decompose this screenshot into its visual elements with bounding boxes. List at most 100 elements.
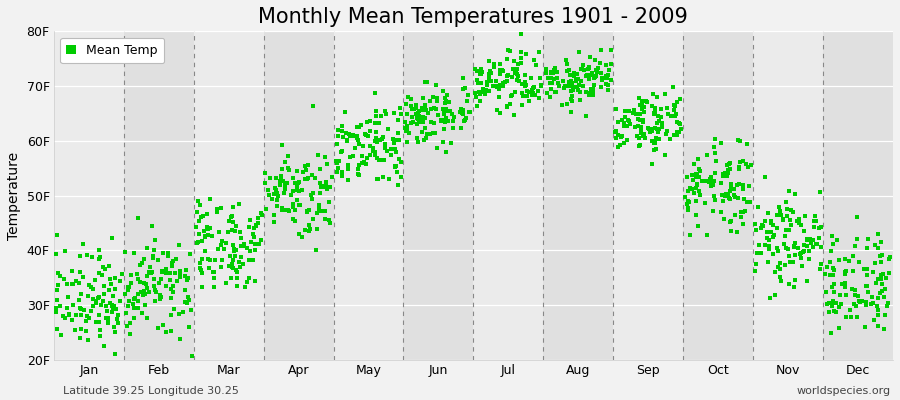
Point — [652, 136, 667, 142]
Point — [102, 263, 116, 269]
Point — [798, 213, 813, 219]
Point — [50, 270, 65, 276]
Point — [572, 89, 587, 95]
Point — [262, 192, 276, 199]
Point — [690, 155, 705, 162]
Point — [147, 275, 161, 282]
Point — [265, 196, 279, 202]
Point — [569, 76, 583, 83]
Point — [346, 132, 360, 138]
Point — [324, 174, 338, 180]
Point — [864, 294, 878, 300]
Point — [788, 244, 802, 250]
Point — [418, 106, 433, 113]
Point — [837, 280, 851, 286]
Point — [92, 247, 106, 254]
Point — [654, 120, 669, 126]
Point — [685, 186, 699, 192]
Point — [575, 62, 590, 68]
Point — [439, 106, 454, 112]
Point — [681, 198, 696, 204]
Point — [585, 70, 599, 76]
Point — [428, 105, 442, 111]
Point — [820, 264, 834, 270]
Point — [287, 207, 302, 213]
Point — [505, 74, 519, 80]
Point — [86, 285, 101, 292]
Point — [230, 282, 245, 289]
Point — [50, 297, 64, 303]
Point — [427, 130, 441, 136]
Point — [650, 94, 664, 100]
Point — [415, 128, 429, 135]
Point — [225, 212, 239, 219]
Point — [388, 164, 402, 170]
Point — [436, 111, 451, 117]
Point — [104, 234, 119, 241]
Point — [601, 66, 616, 73]
Point — [846, 268, 860, 274]
Point — [839, 292, 853, 298]
Point — [751, 250, 765, 256]
Point — [317, 184, 331, 190]
Point — [329, 160, 344, 166]
Point — [164, 312, 178, 318]
Point — [638, 135, 652, 141]
Point — [363, 128, 377, 134]
Point — [681, 188, 696, 194]
Point — [359, 161, 374, 167]
Point — [441, 108, 455, 114]
Point — [615, 117, 629, 123]
Point — [829, 300, 843, 306]
Point — [778, 232, 792, 239]
Point — [342, 131, 356, 138]
Point — [232, 201, 247, 207]
Point — [195, 283, 210, 290]
Point — [792, 216, 806, 222]
Point — [765, 222, 779, 228]
Point — [407, 106, 421, 112]
Point — [659, 130, 673, 137]
Point — [534, 82, 548, 88]
Point — [74, 291, 88, 297]
Point — [355, 153, 369, 160]
Point — [429, 82, 444, 88]
Point — [795, 263, 809, 269]
Point — [193, 260, 207, 266]
Point — [312, 202, 327, 208]
Point — [802, 248, 816, 254]
Point — [480, 82, 494, 88]
Point — [453, 109, 467, 115]
Point — [545, 80, 560, 86]
Point — [58, 315, 73, 321]
Point — [167, 270, 182, 276]
Point — [871, 245, 886, 251]
Point — [611, 132, 625, 138]
Point — [474, 69, 489, 76]
Point — [140, 273, 154, 280]
Point — [500, 78, 514, 85]
Point — [383, 152, 398, 158]
Point — [424, 118, 438, 125]
Point — [569, 84, 583, 90]
Point — [148, 288, 163, 295]
Point — [686, 176, 700, 183]
Point — [670, 132, 685, 138]
Point — [304, 192, 319, 198]
Point — [515, 102, 529, 108]
Point — [730, 229, 744, 236]
Point — [295, 187, 310, 193]
Point — [751, 204, 765, 210]
Point — [520, 93, 535, 100]
Point — [500, 73, 514, 80]
Point — [522, 98, 536, 104]
Point — [181, 294, 195, 300]
Point — [121, 287, 135, 294]
Point — [292, 202, 306, 208]
Point — [508, 70, 522, 77]
Point — [275, 142, 290, 148]
Point — [548, 89, 562, 95]
Point — [850, 313, 864, 320]
Point — [420, 110, 435, 116]
Point — [320, 161, 334, 167]
